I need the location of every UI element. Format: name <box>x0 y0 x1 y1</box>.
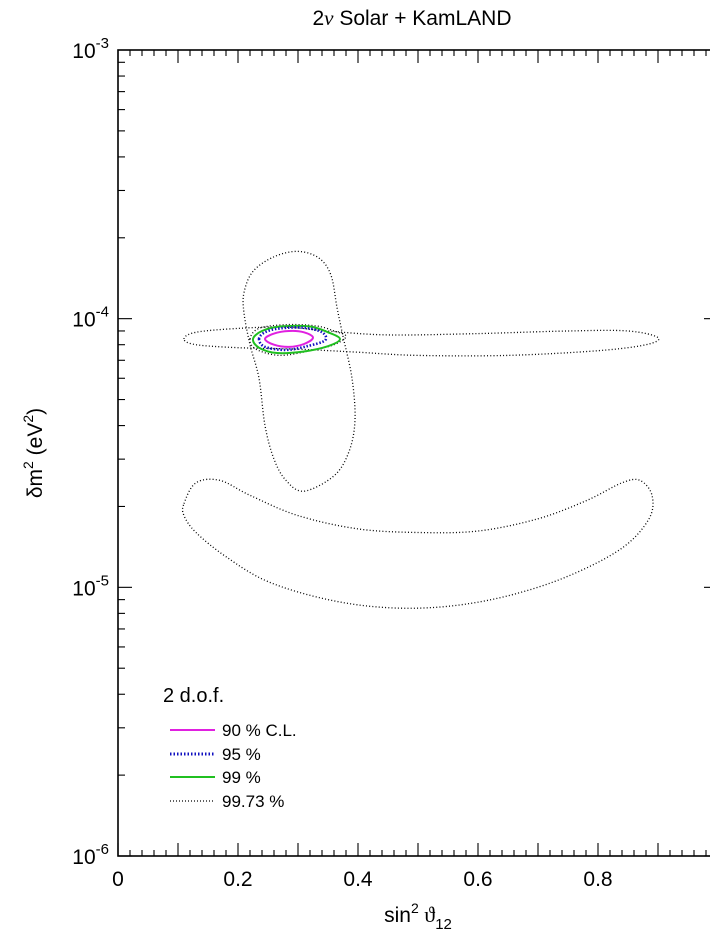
y-tick-label: 10-6 <box>72 841 109 869</box>
legend-title: 2 d.o.f. <box>163 685 224 707</box>
x-axis-label: sin2 ϑ12 <box>384 900 452 933</box>
contour-99-73-3 <box>181 478 654 609</box>
x-tick-label: 0.2 <box>223 868 252 891</box>
y-tick-labels: 10-6 10-5 10-4 10-3 <box>72 35 109 869</box>
plot-frame <box>117 49 710 857</box>
chart-title: 2ν Solar + KamLAND <box>312 6 511 30</box>
legend-label-99: 99 % <box>222 768 261 787</box>
contour-95-0 <box>257 326 328 352</box>
x-tick-labels: 0 0.2 0.4 0.6 0.8 <box>112 868 612 891</box>
x-tick-label: 0.8 <box>583 868 612 891</box>
y-tick-label: 10-4 <box>72 304 109 332</box>
legend-label-95: 95 % <box>222 745 261 764</box>
legend: 2 d.o.f. 90 % C.L. 95 % 99 % 99.73 % <box>163 685 297 811</box>
series-layer <box>181 250 660 609</box>
contour-90-c-l-0 <box>263 329 315 348</box>
x-tick-label: 0 <box>112 868 124 891</box>
y-axis-label: δm2 (eV2) <box>20 408 47 498</box>
x-tick-label: 0.4 <box>343 868 373 891</box>
contour-99-73-1 <box>242 250 356 492</box>
contour-99-73-2 <box>183 326 660 357</box>
axis-ticks <box>117 50 710 857</box>
legend-label-9973: 99.73 % <box>222 792 284 811</box>
x-tick-label: 0.6 <box>463 868 492 891</box>
y-tick-label: 10-5 <box>72 572 109 600</box>
y-tick-label: 10-3 <box>72 35 109 63</box>
legend-label-90: 90 % C.L. <box>222 721 297 740</box>
contour-99-0 <box>251 324 342 355</box>
